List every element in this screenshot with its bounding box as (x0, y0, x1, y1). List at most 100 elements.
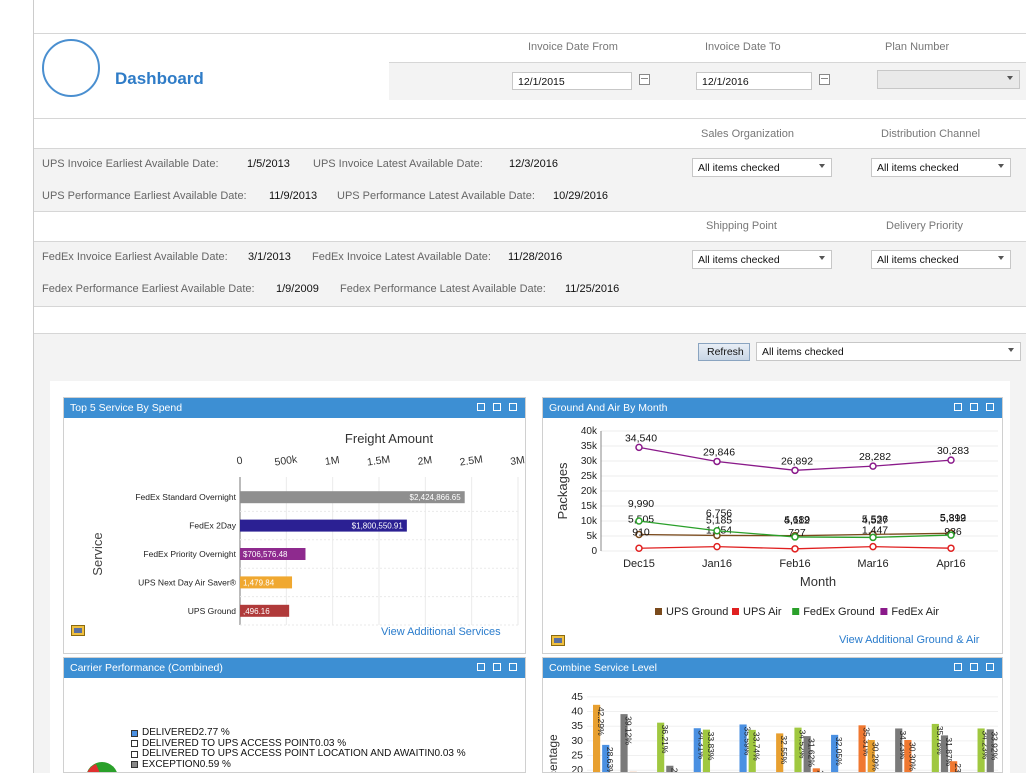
bar (794, 727, 802, 772)
shipping-point-select[interactable]: All items checked (692, 250, 832, 269)
shipping-point-value: All items checked (698, 254, 780, 266)
y-tick-label: 35 (571, 720, 583, 732)
data-point (869, 542, 877, 551)
bar (812, 768, 820, 772)
data-point (713, 542, 721, 551)
x-tick-label: 2.5M (459, 453, 484, 468)
bar-value-label: 34.23% (898, 730, 908, 759)
category-label: FedEx Standard Overnight (135, 492, 236, 502)
invoice-date-from-input[interactable]: 12/1/2015 (512, 72, 632, 90)
top5-service-title: Top 5 Service By Spend (70, 402, 183, 414)
export-excel-icon[interactable] (71, 625, 85, 636)
legend-label: EXCEPTION0.59 % (142, 758, 231, 770)
data-label: 5,312 (940, 512, 966, 524)
export-icon[interactable] (493, 663, 501, 671)
close-icon[interactable] (509, 403, 517, 411)
bar (803, 736, 811, 772)
bar-value-label: 30.30% (907, 742, 917, 771)
chevron-down-icon (998, 164, 1004, 168)
y-tick-label: 25 (571, 750, 583, 762)
bar-value-label: 35.59% (742, 726, 752, 755)
distribution-channel-value: All items checked (877, 162, 959, 174)
bar-value-label: 33.92% (990, 731, 1000, 760)
bar (977, 728, 985, 772)
y-tick-label: 20k (581, 486, 598, 497)
close-icon[interactable] (986, 403, 994, 411)
refresh-button[interactable]: Refresh (698, 343, 750, 361)
bar-value-label: 31.62% (807, 738, 817, 767)
data-label: 1,447 (862, 525, 888, 537)
x-tick-label: 1M (324, 454, 340, 468)
bar (240, 548, 306, 560)
plan-number-label: Plan Number (885, 41, 950, 53)
bar (240, 604, 290, 617)
export-icon[interactable] (970, 403, 978, 411)
bar (867, 740, 875, 772)
export-icon[interactable] (970, 663, 978, 671)
view-additional-services-link[interactable]: View Additional Services (381, 626, 501, 638)
bar (593, 704, 601, 772)
export-excel-icon[interactable] (551, 635, 565, 646)
legend-swatch (131, 740, 138, 748)
bar-value-label: 31.87% (944, 737, 954, 766)
ups-perf-earliest-label: UPS Performance Earliest Available Date: (42, 190, 247, 202)
maximize-icon[interactable] (954, 403, 962, 411)
plan-number-select[interactable] (877, 70, 1020, 89)
legend-label: FedEx Air (891, 606, 939, 618)
chart-title: Freight Amount (345, 431, 434, 446)
delivery-priority-label: Delivery Priority (886, 220, 964, 232)
bar-value-label: 32.05% (834, 737, 844, 766)
maximize-icon[interactable] (477, 403, 485, 411)
y-axis-label: Service (90, 532, 105, 575)
close-icon[interactable] (986, 663, 994, 671)
invoice-date-to-input[interactable]: 12/1/2016 (696, 72, 812, 90)
bar-value-label: 39.12% (623, 716, 633, 745)
invoice-date-to-label: Invoice Date To (705, 41, 781, 53)
refresh-filter-select[interactable]: All items checked (756, 342, 1021, 361)
x-tick-label: 3M (510, 454, 526, 468)
fedex-availability-band (34, 242, 1026, 306)
calendar-icon[interactable] (819, 74, 830, 85)
legend-label: UPS Air (743, 606, 782, 618)
x-tick-label: 1.5M (366, 453, 391, 468)
top-spacer (34, 0, 1026, 33)
view-additional-ground-air-link[interactable]: View Additional Ground & Air (839, 634, 980, 646)
y-tick-label: 40 (571, 706, 583, 718)
data-label: 5,536 (862, 513, 888, 525)
dashboard-logo-circle (42, 39, 100, 97)
export-icon[interactable] (493, 403, 501, 411)
legend-swatch (131, 729, 138, 737)
distribution-channel-select[interactable]: All items checked (871, 158, 1011, 177)
fedex-perf-earliest-label: Fedex Performance Earliest Available Dat… (42, 283, 255, 295)
ups-invoice-latest-value: 12/3/2016 (509, 158, 558, 170)
legend-label: UPS Ground (666, 606, 728, 618)
bar (693, 728, 701, 772)
data-point (713, 457, 721, 466)
refresh-filter-value: All items checked (762, 346, 844, 358)
ups-availability-band (34, 149, 1026, 211)
bar (240, 519, 407, 532)
invoice-date-to-value: 12/1/2016 (702, 76, 749, 88)
combine-service-chart: 202530354045Percentage42.29%28.63%13.49%… (546, 691, 1000, 772)
y-tick-label: 0 (591, 546, 597, 557)
x-tick-label: Feb16 (779, 558, 810, 570)
legend-swatch (880, 608, 888, 615)
combine-service-title: Combine Service Level (549, 662, 657, 674)
bar-value-label: 34.23% (981, 730, 991, 759)
bar (776, 733, 784, 772)
data-point (635, 517, 643, 525)
bar-value-label: $2,424,866.65 (410, 493, 462, 502)
bar-value-label: 34.31% (697, 730, 707, 759)
calendar-icon[interactable] (639, 74, 650, 85)
y-tick-label: 15k (581, 501, 598, 512)
data-label: 34,540 (625, 432, 657, 444)
bar (739, 724, 747, 772)
sales-org-select[interactable]: All items checked (692, 158, 832, 177)
maximize-icon[interactable] (954, 663, 962, 671)
maximize-icon[interactable] (477, 663, 485, 671)
bar (950, 761, 958, 772)
bar (602, 744, 610, 772)
chevron-down-icon (819, 164, 825, 168)
delivery-priority-select[interactable]: All items checked (871, 250, 1011, 269)
close-icon[interactable] (509, 663, 517, 671)
